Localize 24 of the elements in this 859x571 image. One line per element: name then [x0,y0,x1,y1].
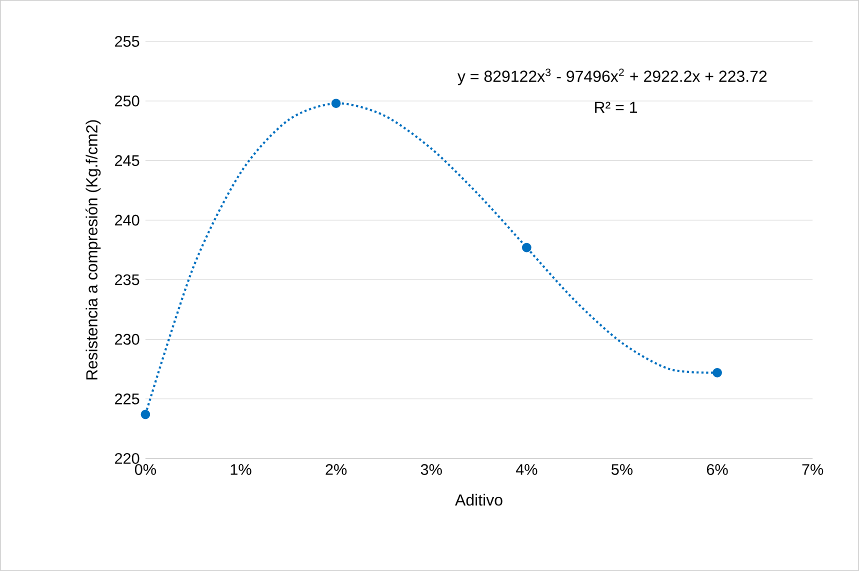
y-tick-label: 255 [115,36,140,47]
y-tick-label: 220 [115,453,140,464]
y-tick-label: 230 [115,334,140,345]
x-tick-label: 0% [134,464,156,475]
annotation: R² = 1 [595,102,637,113]
point [712,368,722,378]
x-tick-label: 1% [230,464,252,475]
annotation: y = 829122x$^{3}$ - 97496x$^{2}$ + 2922.2x + 223.72 [458,68,767,86]
y-tick-label: 240 [115,214,140,226]
x-tick-label: 7% [802,464,824,475]
x-tick-label: 4% [516,464,538,475]
y-tick-label: 245 [115,155,140,166]
x-tick-label: 3% [420,464,442,475]
x-axis-title: Aditivo [455,494,502,506]
x-tick-label: 2% [326,464,347,475]
y-axis-title: Resistencia a compresión (Kg.f/cm2) [86,120,101,380]
x-tick-label: 5% [611,464,633,475]
point [331,98,341,108]
y-tick-label: 225 [115,394,140,404]
y-tick-label: 250 [115,96,140,106]
point [522,242,532,252]
y-tick-label: 235 [115,274,140,286]
x-tick-label: 6% [706,464,728,475]
point [140,410,150,420]
